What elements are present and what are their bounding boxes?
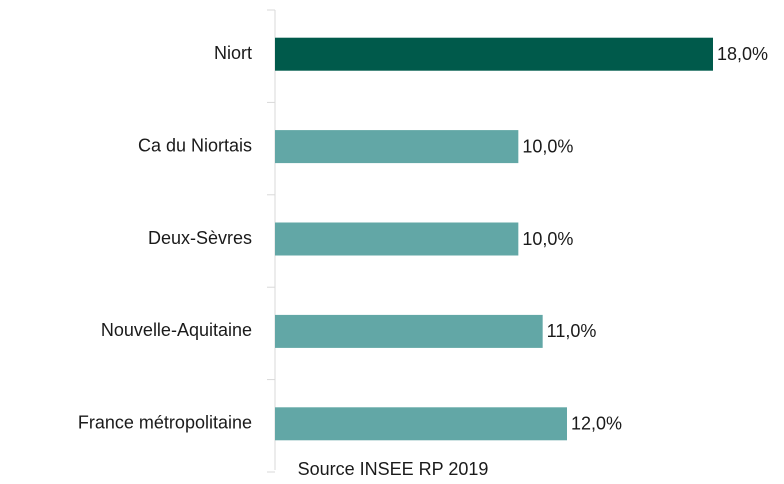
y-tick-label: Nouvelle-Aquitaine <box>101 320 252 340</box>
y-tick-label: Deux-Sèvres <box>148 228 252 248</box>
y-tick-label: Ca du Niortais <box>138 135 252 155</box>
bar <box>275 37 713 71</box>
bar <box>275 222 519 256</box>
value-label: 12,0% <box>571 414 622 434</box>
value-label: 11,0% <box>547 321 597 341</box>
y-tick-label: Niort <box>214 43 252 63</box>
y-tick-label: France métropolitaine <box>78 413 252 433</box>
value-label: 10,0% <box>522 136 573 156</box>
source-note: Source INSEE RP 2019 <box>298 459 489 479</box>
bar <box>275 130 519 164</box>
bar <box>275 407 567 441</box>
value-label: 10,0% <box>522 229 573 249</box>
bar <box>275 314 543 348</box>
value-label: 18,0% <box>717 44 768 64</box>
